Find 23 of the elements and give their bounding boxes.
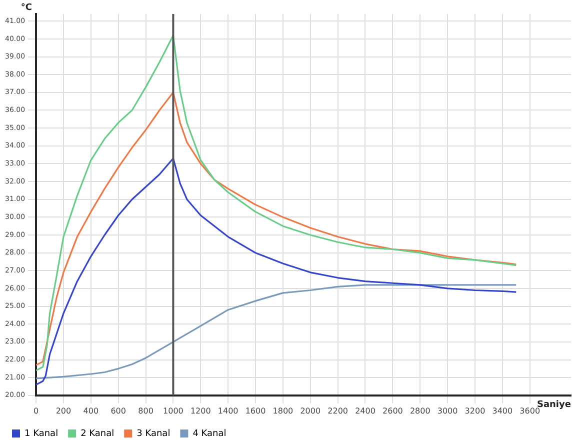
legend-label: 2 Kanal [80,428,114,439]
y-axis-title: °C [20,2,32,13]
x-tick-label: 2200 [328,406,348,416]
x-tick-label: 0 [33,406,39,416]
x-tick-label: 3400 [492,406,513,416]
x-tick-label: 2000 [300,406,321,416]
x-tick-label: 1800 [272,406,294,416]
x-tick-label: 1400 [218,406,238,416]
x-tick-label: 2600 [382,406,403,416]
x-tick-label: 2800 [410,406,430,416]
x-tick-label: 3200 [464,406,486,416]
x-tick-label: 800 [138,406,154,416]
legend-label: 3 Kanal [136,428,170,439]
x-tick-label: 200 [56,406,72,416]
x-tick-label: 1600 [245,406,266,416]
x-tick-label: 1200 [190,406,211,416]
x-tick-label: 600 [110,406,126,416]
x-tick-label: 2400 [355,406,376,416]
x-tick-label: 1000 [163,406,184,416]
x-tick-label: 3000 [437,406,458,416]
x-tick-label: 400 [83,406,99,416]
legend-label: 4 Kanal [192,428,226,439]
legend-label: 1 Kanal [24,428,58,439]
